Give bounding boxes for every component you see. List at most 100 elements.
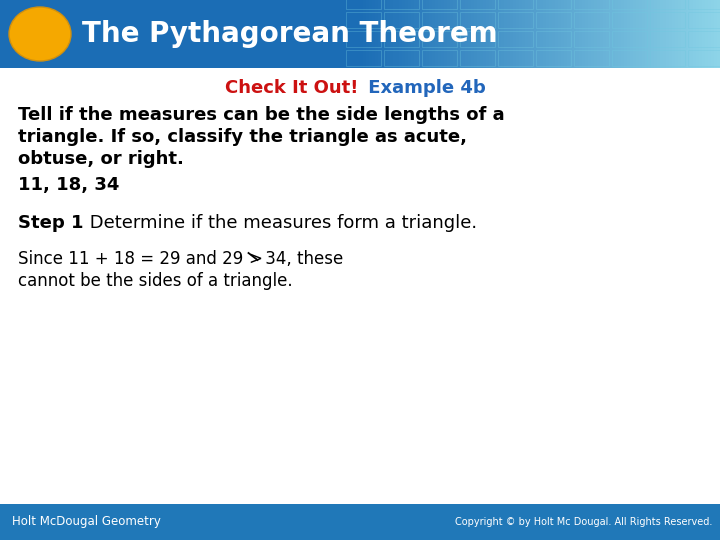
Bar — [375, 0, 379, 68]
Bar — [690, 0, 693, 68]
Bar — [429, 0, 433, 68]
Bar — [460, 0, 495, 9]
Bar — [422, 0, 457, 9]
Bar — [420, 0, 423, 68]
Bar — [650, 50, 685, 66]
Bar — [636, 0, 639, 68]
Bar — [384, 0, 387, 68]
Bar — [528, 0, 531, 68]
Text: Copyright © by Holt Mc Dougal. All Rights Reserved.: Copyright © by Holt Mc Dougal. All Right… — [454, 517, 712, 527]
Bar — [498, 0, 533, 9]
Text: obtuse, or right.: obtuse, or right. — [18, 150, 184, 168]
Bar — [574, 50, 609, 66]
Bar — [612, 31, 647, 47]
Text: The Pythagorean Theorem: The Pythagorean Theorem — [82, 20, 498, 48]
Bar — [681, 0, 685, 68]
Bar — [537, 0, 541, 68]
Bar — [574, 12, 609, 28]
Text: Example 4b: Example 4b — [362, 79, 486, 97]
Bar — [346, 0, 381, 9]
Bar — [639, 0, 642, 68]
Bar — [381, 0, 384, 68]
Bar — [0, 504, 720, 540]
Bar — [432, 0, 436, 68]
Bar — [504, 0, 508, 68]
Text: Tell if the measures can be the side lengths of a: Tell if the measures can be the side len… — [18, 106, 505, 124]
Bar — [650, 31, 685, 47]
Bar — [543, 0, 546, 68]
Bar — [444, 0, 448, 68]
Bar — [688, 0, 720, 9]
Bar — [570, 0, 574, 68]
Bar — [498, 31, 533, 47]
Text: Since 11 + 18 = 29 and 29: Since 11 + 18 = 29 and 29 — [18, 250, 248, 268]
Bar — [414, 0, 418, 68]
Bar — [567, 0, 570, 68]
Bar — [460, 12, 495, 28]
Bar — [525, 0, 528, 68]
Bar — [441, 0, 444, 68]
Bar — [699, 0, 703, 68]
Bar — [498, 12, 533, 28]
Bar — [447, 0, 451, 68]
Bar — [480, 0, 484, 68]
Bar — [648, 0, 652, 68]
Bar — [411, 0, 415, 68]
Bar — [477, 0, 480, 68]
Bar — [672, 0, 675, 68]
Text: Check It Out!: Check It Out! — [225, 79, 358, 97]
Bar — [660, 0, 664, 68]
Bar — [456, 0, 459, 68]
Bar — [531, 0, 534, 68]
Text: triangle. If so, classify the triangle as acute,: triangle. If so, classify the triangle a… — [18, 128, 467, 146]
Bar — [384, 50, 419, 66]
Bar — [460, 31, 495, 47]
Bar — [594, 0, 598, 68]
Bar — [633, 0, 636, 68]
Bar — [663, 0, 667, 68]
Bar — [438, 0, 441, 68]
Bar — [378, 0, 382, 68]
Bar — [387, 0, 390, 68]
Bar — [714, 0, 718, 68]
Bar — [393, 0, 397, 68]
Text: >: > — [248, 250, 263, 268]
Bar — [405, 0, 408, 68]
Bar — [609, 0, 613, 68]
Bar — [630, 0, 634, 68]
Bar — [612, 50, 647, 66]
Bar — [650, 0, 685, 9]
Bar — [615, 0, 618, 68]
Bar — [408, 0, 412, 68]
Text: Determine if the measures form a triangle.: Determine if the measures form a triangl… — [84, 214, 477, 232]
Bar — [627, 0, 631, 68]
Bar — [600, 0, 603, 68]
Bar — [654, 0, 657, 68]
Bar — [462, 0, 466, 68]
Bar — [693, 0, 696, 68]
Bar — [536, 50, 571, 66]
Bar — [489, 0, 492, 68]
Bar — [546, 0, 549, 68]
Bar — [422, 31, 457, 47]
Bar — [588, 0, 592, 68]
Bar — [651, 0, 654, 68]
Bar — [402, 0, 405, 68]
Bar — [711, 0, 714, 68]
Bar — [705, 0, 708, 68]
Bar — [702, 0, 706, 68]
Bar — [688, 12, 720, 28]
Bar — [390, 0, 394, 68]
Bar — [522, 0, 526, 68]
Bar — [585, 0, 588, 68]
Text: Step 1: Step 1 — [18, 214, 84, 232]
Bar — [552, 0, 556, 68]
Bar — [363, 0, 366, 68]
Bar — [399, 0, 402, 68]
Bar — [675, 0, 678, 68]
Bar — [498, 50, 533, 66]
Bar — [435, 0, 438, 68]
Bar — [534, 0, 538, 68]
Bar — [423, 0, 426, 68]
Bar — [621, 0, 624, 68]
